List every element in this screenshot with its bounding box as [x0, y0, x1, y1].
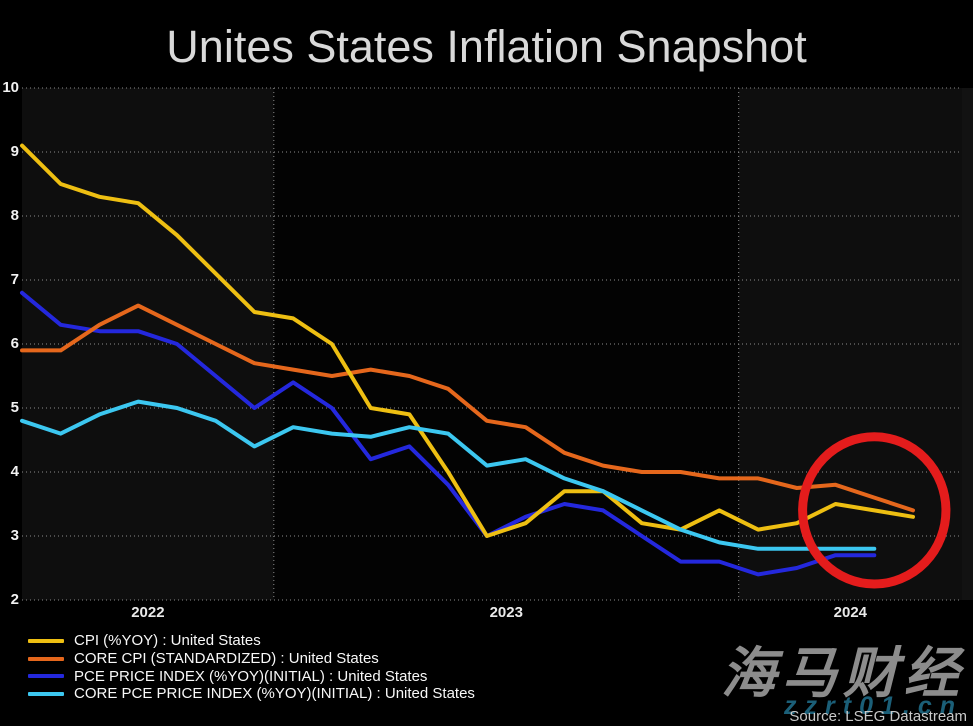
- x-tick-label: 2022: [131, 604, 165, 621]
- y-tick-label: 7: [10, 271, 19, 288]
- legend-label: CORE PCE PRICE INDEX (%YOY)(INITIAL) : U…: [74, 685, 475, 703]
- chart-title: Unites States Inflation Snapshot: [166, 21, 807, 72]
- source-note: Source: LSEG Datastream: [789, 708, 967, 725]
- legend-label: PCE PRICE INDEX (%YOY)(INITIAL) : United…: [74, 667, 428, 685]
- y-tick-label: 6: [10, 335, 19, 352]
- y-tick-label: 2: [10, 591, 19, 608]
- legend: CPI (%YOY) : United States CORE CPI (STAN…: [28, 632, 475, 703]
- highlight-circle: [798, 432, 951, 589]
- watermark-url-text: zzrt01.cn: [784, 692, 963, 720]
- x-tick-label: 2024: [833, 604, 868, 621]
- series-line-3: [20, 290, 877, 577]
- y-tick-label: 3: [10, 527, 19, 544]
- series-line-1: [20, 143, 915, 538]
- x-tick-label: 2023: [489, 604, 523, 621]
- legend-row: CORE PCE PRICE INDEX (%YOY)(INITIAL) : U…: [28, 685, 475, 703]
- y-tick-label: 5: [10, 399, 19, 416]
- y-tick-label: 9: [10, 143, 19, 160]
- y-tick-label: 4: [10, 463, 19, 480]
- watermark-brand-text: 海马财经: [720, 642, 965, 704]
- legend-line-swatch: [28, 638, 64, 643]
- y-tick-label: 10: [2, 79, 19, 96]
- legend-line-swatch: [28, 656, 64, 661]
- legend-label: CPI (%YOY) : United States: [74, 632, 261, 650]
- year-band-2022: [22, 88, 274, 600]
- series-line-4: [20, 399, 877, 551]
- legend-line-swatch: [28, 674, 64, 679]
- y-tick-label: 8: [10, 207, 19, 224]
- legend-row: CPI (%YOY) : United States: [28, 632, 475, 650]
- series-line-2: [20, 303, 915, 513]
- legend-label: CORE CPI (STANDARDIZED) : United States: [74, 650, 379, 668]
- legend-row: CORE CPI (STANDARDIZED) : United States: [28, 650, 475, 668]
- plot-right-margin: [962, 88, 973, 600]
- legend-row: PCE PRICE INDEX (%YOY)(INITIAL) : United…: [28, 667, 475, 685]
- legend-line-swatch: [28, 691, 64, 696]
